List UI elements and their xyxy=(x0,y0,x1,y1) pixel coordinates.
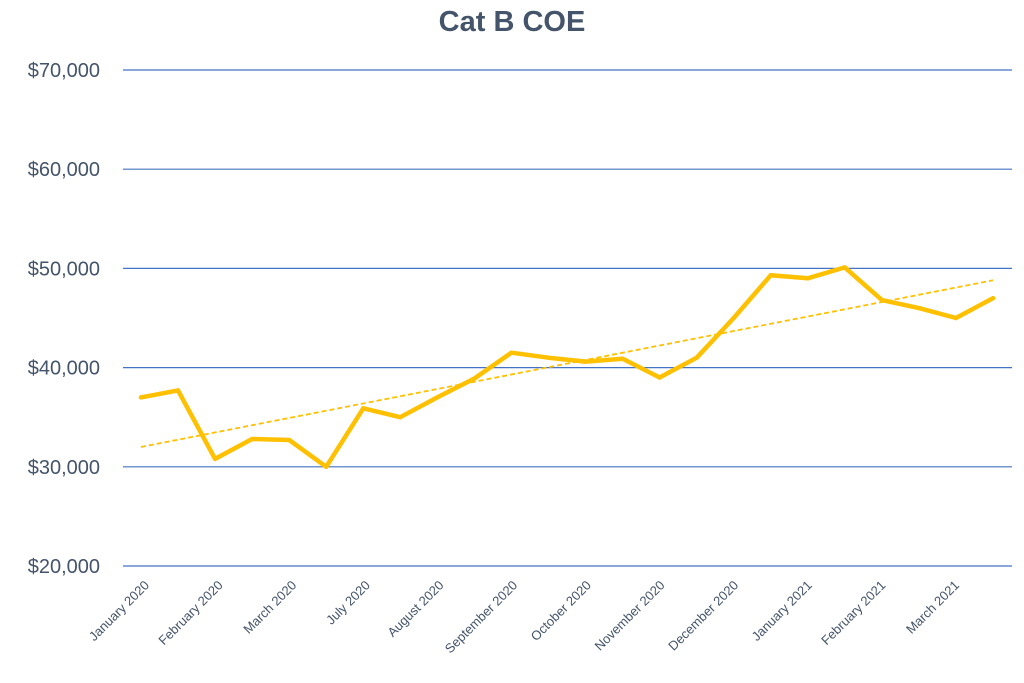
x-tick-label: August 2020 xyxy=(384,578,446,640)
data-point xyxy=(286,437,292,443)
x-tick-label: January 2020 xyxy=(86,578,152,644)
y-tick-label: $20,000 xyxy=(28,556,100,578)
y-tick-label: $40,000 xyxy=(28,358,100,380)
data-point xyxy=(990,295,996,301)
x-tick-label: October 2020 xyxy=(528,578,594,644)
data-point xyxy=(398,415,403,420)
data-point xyxy=(916,305,922,311)
data-point xyxy=(953,315,959,321)
data-point xyxy=(694,355,699,360)
data-point xyxy=(657,375,662,380)
x-tick-label: December 2020 xyxy=(665,578,741,654)
data-point xyxy=(249,436,255,442)
x-tick-label: February 2020 xyxy=(155,578,225,648)
data-point xyxy=(509,350,514,355)
y-tick-label: $50,000 xyxy=(28,258,100,280)
x-tick-label: November 2020 xyxy=(592,578,668,654)
y-tick-label: $30,000 xyxy=(28,457,100,479)
x-tick-label: January 2021 xyxy=(749,578,815,644)
x-tick-label: July 2020 xyxy=(323,578,373,628)
data-point xyxy=(212,456,218,462)
data-point xyxy=(435,395,440,400)
data-point xyxy=(138,395,144,400)
x-tick-label: March 2020 xyxy=(240,578,299,637)
data-point xyxy=(768,273,773,278)
x-tick-label: March 2021 xyxy=(903,578,962,637)
y-tick-label: $60,000 xyxy=(28,159,100,181)
x-tick-label: February 2021 xyxy=(818,578,888,648)
data-point xyxy=(472,376,477,381)
data-point xyxy=(583,359,588,364)
data-point xyxy=(620,356,625,361)
trendline xyxy=(140,279,994,448)
data-point xyxy=(879,297,885,303)
series-line xyxy=(138,265,996,470)
x-tick-label: September 2020 xyxy=(442,578,521,657)
chart-title: Cat B COE xyxy=(438,6,586,38)
data-point xyxy=(361,406,366,411)
data-point xyxy=(805,276,810,281)
data-point xyxy=(175,388,181,393)
y-tick-label: $70,000 xyxy=(28,60,100,82)
data-point xyxy=(324,464,329,469)
data-point xyxy=(842,265,848,270)
data-point xyxy=(731,315,736,321)
data-point xyxy=(546,355,551,360)
